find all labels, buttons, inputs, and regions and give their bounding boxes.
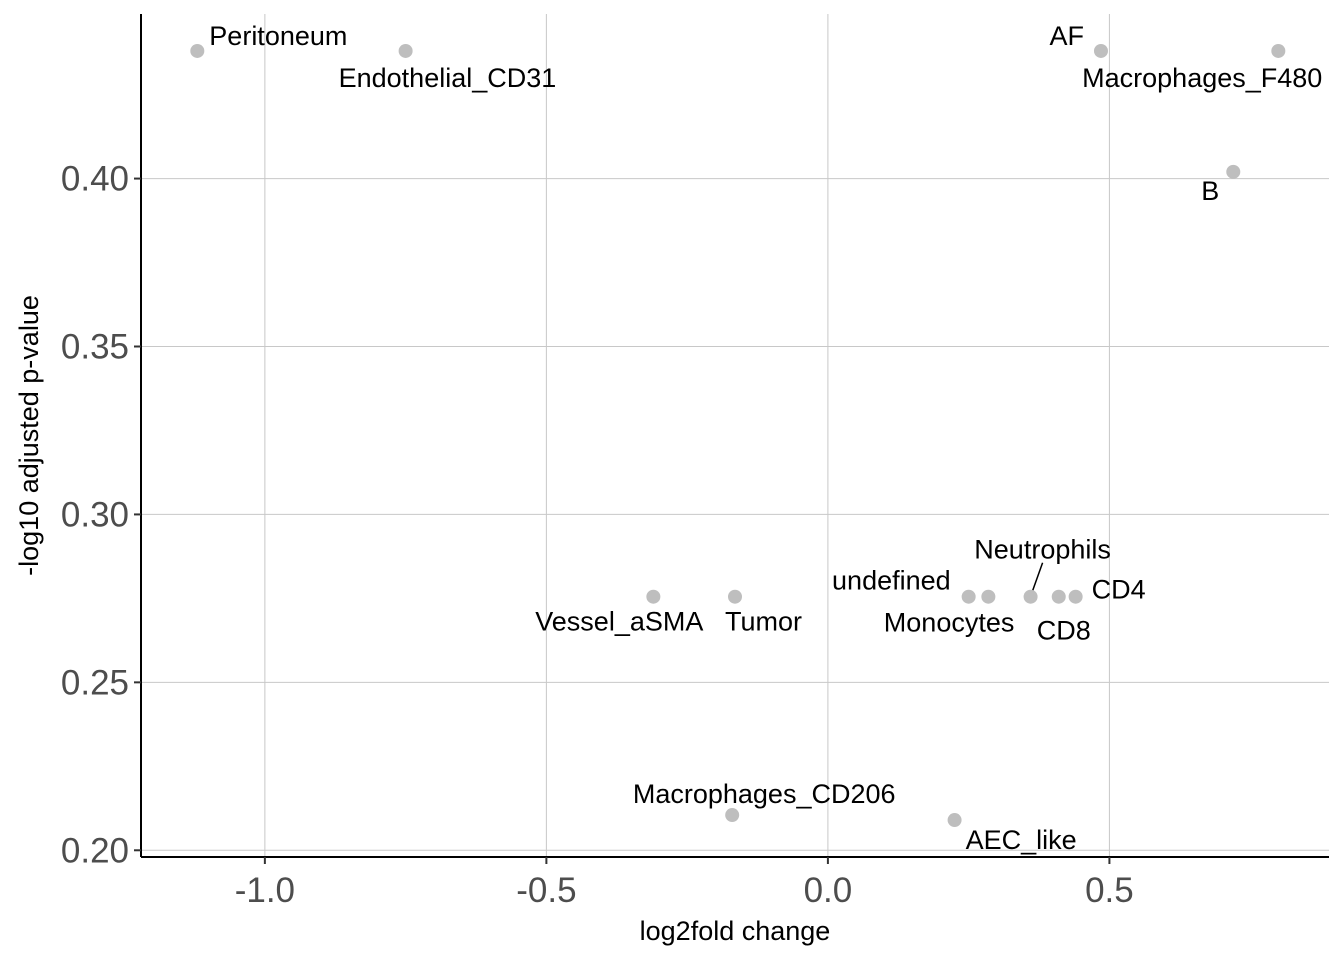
y-tick-label: 0.25 [61, 663, 129, 702]
point-label: CD8 [1037, 616, 1091, 646]
x-tick-label: -1.0 [235, 871, 295, 910]
point-label: Macrophages_F480 [1082, 63, 1322, 93]
x-tick-label: -0.5 [516, 871, 576, 910]
data-point [1271, 43, 1286, 58]
grid-lines [141, 14, 1329, 857]
point-label: Vessel_aSMA [535, 607, 703, 637]
tick-labels: -1.0 -0.5 0.0 0.5 0.20 0.25 0.30 0.35 0.40 [61, 160, 1134, 910]
point-labels: Peritoneum Endothelial_CD31 AF Macrophages_… [209, 21, 1322, 855]
data-point [1093, 43, 1108, 58]
point-label: Macrophages_CD206 [633, 779, 896, 809]
data-point [961, 589, 976, 604]
y-tick-label: 0.30 [61, 495, 129, 534]
point-label: Tumor [725, 607, 802, 637]
point-label: Monocytes [884, 608, 1015, 638]
data-point [728, 589, 742, 604]
leader-line [1031, 562, 1044, 591]
point-label: undefined [832, 566, 951, 596]
data-point [1023, 589, 1038, 604]
data-point [1068, 589, 1083, 604]
data-points [190, 43, 1286, 828]
data-point [1051, 589, 1066, 604]
y-tick-label: 0.20 [61, 831, 129, 870]
y-tick-label: 0.35 [61, 327, 129, 366]
y-axis-title: -log10 adjusted p-value [14, 295, 44, 576]
data-point [190, 43, 205, 58]
point-label: CD4 [1092, 575, 1146, 605]
data-point [646, 589, 661, 604]
axes [140, 14, 1329, 858]
point-label: AF [1049, 21, 1084, 51]
x-tick-label: 0.0 [804, 871, 853, 910]
data-point [981, 589, 996, 604]
x-axis-title: log2fold change [640, 916, 831, 946]
point-label: AEC_like [966, 825, 1077, 855]
point-label: Neutrophils [974, 535, 1111, 565]
x-tick-label: 0.5 [1085, 871, 1134, 910]
point-label: Peritoneum [209, 21, 347, 51]
y-tick-label: 0.40 [61, 160, 129, 199]
data-point [1226, 164, 1241, 179]
data-point [398, 43, 413, 58]
point-label: Endothelial_CD31 [339, 63, 557, 93]
data-point [725, 808, 740, 823]
point-label: B [1201, 176, 1219, 206]
data-point [947, 813, 962, 828]
label-leader-lines [1031, 562, 1044, 591]
